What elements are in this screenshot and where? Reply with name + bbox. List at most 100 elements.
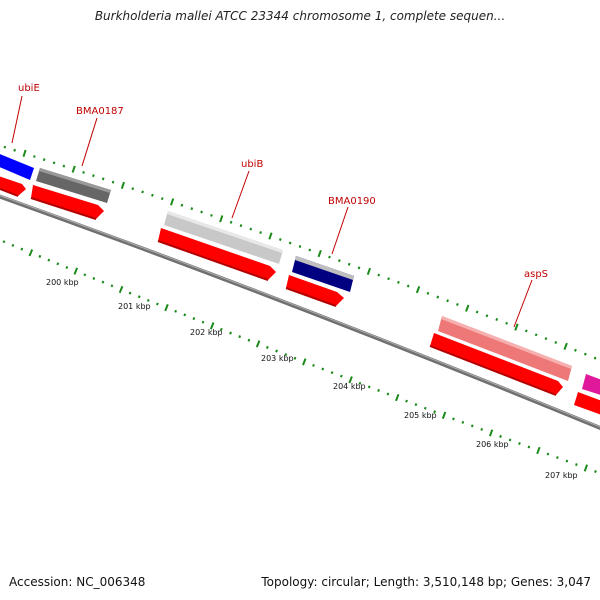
major-tick [583, 464, 589, 472]
cds-arrow-shadow [285, 287, 337, 307]
minor-tick [446, 299, 449, 303]
major-tick [536, 446, 541, 455]
genome-stats-label: Topology: circular; Length: 3,510,148 bp… [261, 575, 591, 589]
cds-arrow-shadow [429, 345, 557, 396]
gene-bar-highlight [441, 316, 572, 369]
major-tick [28, 249, 34, 257]
major-tick [255, 340, 261, 348]
minor-tick [328, 255, 331, 259]
minor-tick [92, 174, 95, 178]
minor-tick [544, 337, 548, 341]
minor-tick [210, 213, 213, 217]
leader-ubie [11, 95, 23, 144]
minor-tick [278, 238, 282, 241]
minor-tick [312, 363, 315, 367]
minor-tick [247, 338, 251, 342]
cds-arrow-shadow [0, 187, 19, 197]
minor-tick [229, 220, 233, 224]
minor-tick [321, 367, 325, 371]
minor-tick [337, 259, 341, 263]
leader-asps [513, 279, 533, 328]
gene-bar-bma0187[interactable] [36, 168, 111, 203]
cds-arrow-shadow [30, 197, 97, 220]
minor-tick [387, 277, 390, 281]
minor-tick [183, 313, 187, 317]
minor-tick [524, 329, 528, 333]
minor-tick [461, 420, 465, 424]
minor-tick [534, 333, 538, 337]
minor-tick [554, 341, 558, 344]
cds-arrow[interactable] [430, 333, 563, 395]
cds-arrow[interactable] [158, 228, 276, 280]
cds-arrow[interactable] [286, 275, 344, 306]
major-tick [317, 249, 322, 258]
minor-tick [293, 356, 297, 360]
minor-tick [593, 356, 597, 360]
minor-tick [470, 424, 474, 428]
minor-tick [101, 280, 105, 284]
minor-tick [174, 309, 178, 313]
major-tick [563, 342, 568, 350]
gene-bar-asps[interactable] [438, 316, 572, 381]
minor-tick [475, 310, 479, 314]
major-tick [219, 215, 224, 223]
minor-tick [92, 277, 96, 280]
minor-tick [508, 438, 512, 442]
gene-bar-ubie[interactable] [0, 150, 34, 180]
major-tick [164, 304, 169, 312]
gene-label-ubie[interactable]: ubiE [18, 83, 40, 94]
gene-bar-bma0190[interactable] [292, 256, 354, 292]
scale-label-206: 206 kbp [476, 440, 509, 449]
gene-label-bma0190[interactable]: BMA0190 [328, 196, 376, 207]
major-tick [488, 429, 494, 437]
minor-tick [238, 335, 242, 339]
minor-tick [47, 258, 51, 262]
minor-tick [423, 406, 427, 410]
minor-tick [2, 240, 6, 244]
gene-label-asps[interactable]: aspS [524, 269, 548, 280]
minor-tick [249, 227, 253, 231]
minor-tick [358, 381, 362, 385]
minor-tick [574, 348, 577, 352]
minor-tick [456, 303, 459, 306]
minor-tick [527, 445, 531, 449]
minor-tick [56, 262, 60, 266]
minor-tick [151, 193, 154, 197]
minor-tick [436, 295, 440, 299]
scale-label-205: 205 kbp [404, 411, 437, 420]
map-title: Burkholderia mallei ATCC 23344 chromosom… [94, 9, 506, 23]
cds-arrow-track [0, 176, 600, 418]
major-tick [348, 376, 353, 384]
minor-tick [200, 210, 203, 214]
minor-tick [594, 470, 597, 473]
gene-feature-track [0, 150, 600, 398]
gene-label-ubib[interactable]: ubiB [241, 159, 263, 170]
cds-arrow[interactable] [31, 185, 104, 219]
major-tick [366, 267, 372, 276]
leader-bma0190 [331, 206, 349, 255]
gene-bar-unnamed[interactable] [582, 374, 600, 398]
major-tick [268, 232, 273, 240]
cds-arrow[interactable] [574, 392, 600, 418]
gene-bar-highlight [295, 256, 354, 280]
gene-label-bma0187[interactable]: BMA0187 [76, 106, 124, 117]
minor-tick [452, 417, 455, 421]
minor-tick [11, 243, 15, 247]
major-tick [120, 181, 125, 190]
minor-tick [265, 345, 269, 349]
minor-tick [192, 317, 196, 321]
minor-tick [284, 353, 288, 357]
scale-label-204: 204 kbp [333, 382, 366, 391]
minor-tick [518, 442, 521, 445]
minor-tick [426, 291, 430, 295]
minor-tick [485, 314, 489, 318]
scale-label-201: 201 kbp [118, 302, 151, 311]
cds-arrow-shadow [157, 240, 269, 281]
scale-label-202: 202 kbp [190, 328, 223, 337]
minor-tick [377, 273, 381, 277]
minor-tick [180, 203, 184, 207]
major-tick [302, 358, 307, 366]
gene-bar-ubib[interactable] [164, 211, 283, 264]
minor-tick [347, 262, 351, 266]
